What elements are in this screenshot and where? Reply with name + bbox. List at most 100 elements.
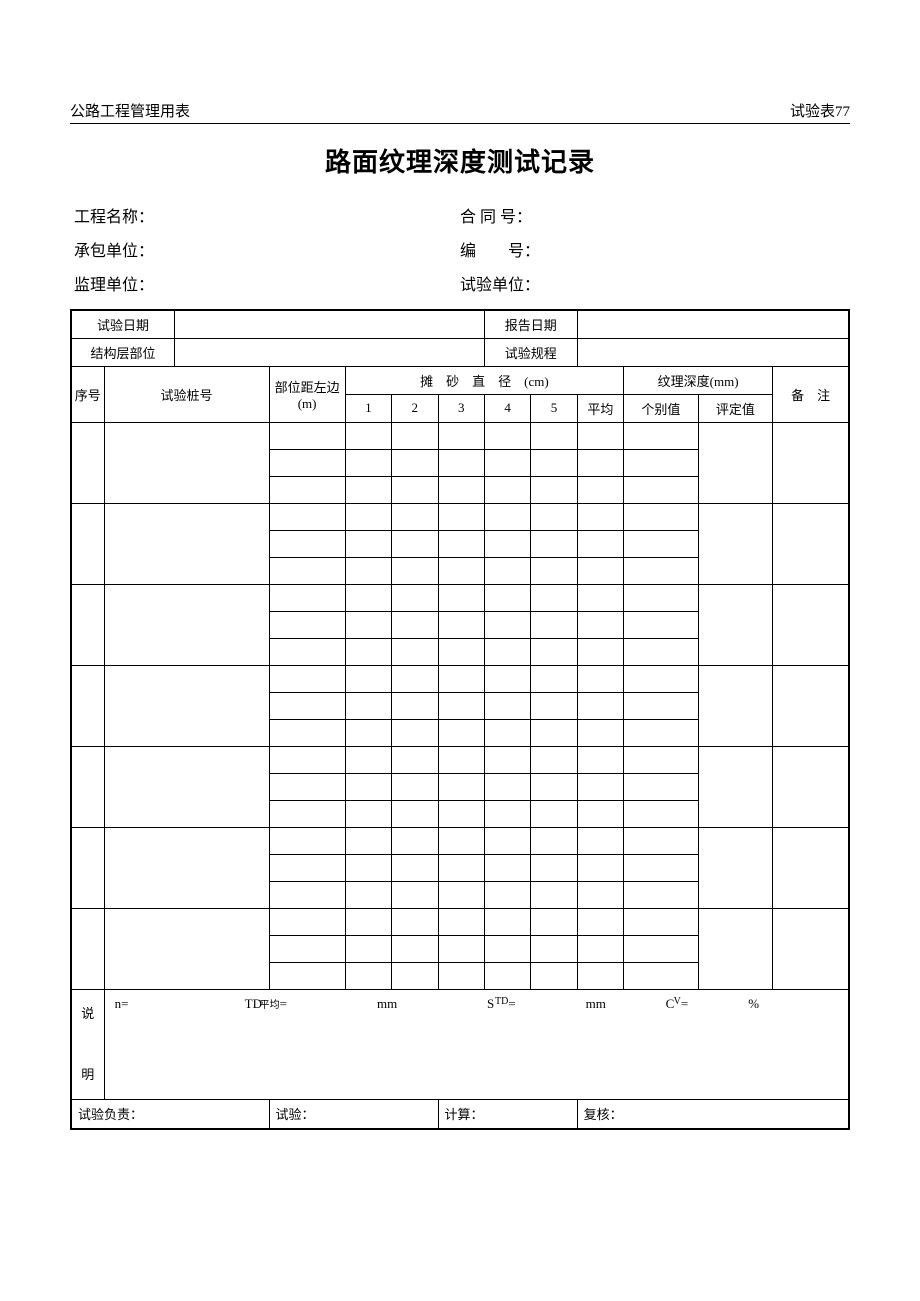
cell-dist <box>269 746 345 773</box>
hdr-report-date: 报告日期 <box>484 310 577 338</box>
cell-dist <box>269 854 345 881</box>
cell-indiv <box>624 476 699 503</box>
cell-pile <box>104 827 269 908</box>
hdr-test-date: 试验日期 <box>71 310 175 338</box>
cell-dist <box>269 449 345 476</box>
hdr-test-spec: 试验规程 <box>484 338 577 366</box>
sig-test: 试验： <box>269 1099 438 1129</box>
cell-indiv <box>624 557 699 584</box>
cell-indiv <box>624 422 699 449</box>
cell-dist <box>269 692 345 719</box>
cell-seq <box>71 746 104 827</box>
hdr-c1: 1 <box>345 394 391 422</box>
cell-dist <box>269 503 345 530</box>
hdr-c5: 5 <box>531 394 577 422</box>
cell-dist <box>269 773 345 800</box>
cell-eval <box>698 908 773 989</box>
cell-remarks <box>773 503 849 584</box>
cell-dist <box>269 800 345 827</box>
cell-pile <box>104 908 269 989</box>
cell-dist <box>269 665 345 692</box>
cell-dist <box>269 881 345 908</box>
cell-indiv <box>624 773 699 800</box>
topbar-right: 试验表77 <box>790 100 850 121</box>
cell-indiv <box>624 719 699 746</box>
cell-eval <box>698 503 773 584</box>
meta-grid: 工程名称： 合 同 号： 承包单位： 编 号： 监理单位： 试验单位： <box>70 203 850 295</box>
cell-seq <box>71 584 104 665</box>
hdr-eval: 评定值 <box>698 394 773 422</box>
cell-dist <box>269 530 345 557</box>
hdr-dist: 部位距左边(m) <box>269 366 345 422</box>
cell-seq <box>71 827 104 908</box>
hdr-seq: 序号 <box>71 366 104 422</box>
cell-dist <box>269 908 345 935</box>
cell-remarks <box>773 665 849 746</box>
cell-dist <box>269 422 345 449</box>
hdr-sand-diameter: 摊 砂 直 径 (cm) <box>345 366 623 394</box>
meta-contractor-label: 承包单位： <box>74 237 154 261</box>
cell-eval <box>698 422 773 503</box>
cell-pile <box>104 746 269 827</box>
cell-remarks <box>773 746 849 827</box>
cell-dist <box>269 611 345 638</box>
notes-body: n= TD平均= mm STD= mm CV= % <box>104 989 849 1099</box>
cell-pile <box>104 422 269 503</box>
cell-indiv <box>624 800 699 827</box>
cell-test-date-val <box>175 310 485 338</box>
cell-pile <box>104 503 269 584</box>
cell-indiv <box>624 827 699 854</box>
notes-label: 说 明 <box>71 989 104 1099</box>
meta-serial-label: 编 号： <box>460 237 540 261</box>
cell-dist <box>269 935 345 962</box>
cell-eval <box>698 746 773 827</box>
table-row <box>71 422 849 449</box>
meta-contract-label: 合 同 号： <box>460 203 532 227</box>
hdr-struct-layer: 结构层部位 <box>71 338 175 366</box>
cell-dist <box>269 719 345 746</box>
cell-eval <box>698 827 773 908</box>
meta-project-label: 工程名称： <box>74 203 154 227</box>
cell-remarks <box>773 908 849 989</box>
cell-indiv <box>624 962 699 989</box>
cell-eval <box>698 665 773 746</box>
table-row <box>71 584 849 611</box>
cell-report-date-val <box>577 310 849 338</box>
hdr-c4: 4 <box>484 394 530 422</box>
cell-indiv <box>624 935 699 962</box>
cell-indiv <box>624 746 699 773</box>
sig-review: 复核： <box>577 1099 849 1129</box>
cell-indiv <box>624 638 699 665</box>
main-table: 试验日期 报告日期 结构层部位 试验规程 序号 试验桩号 部位距左边(m) 摊 … <box>70 309 850 1130</box>
cell-dist <box>269 638 345 665</box>
cell-dist <box>269 584 345 611</box>
cell-eval <box>698 584 773 665</box>
page-title: 路面纹理深度测试记录 <box>70 142 850 179</box>
hdr-avg: 平均 <box>577 394 623 422</box>
cell-indiv <box>624 854 699 881</box>
table-row <box>71 665 849 692</box>
cell-dist <box>269 476 345 503</box>
meta-testunit-label: 试验单位： <box>460 271 540 295</box>
cell-pile <box>104 584 269 665</box>
sig-lead: 试验负责： <box>71 1099 269 1129</box>
cell-indiv <box>624 908 699 935</box>
table-row <box>71 503 849 530</box>
table-row <box>71 908 849 935</box>
sig-calc: 计算： <box>438 1099 577 1129</box>
hdr-c2: 2 <box>392 394 438 422</box>
cell-remarks <box>773 584 849 665</box>
cell-struct-layer-val <box>175 338 485 366</box>
cell-indiv <box>624 584 699 611</box>
cell-remarks <box>773 422 849 503</box>
cell-indiv <box>624 530 699 557</box>
cell-dist <box>269 557 345 584</box>
cell-dist <box>269 827 345 854</box>
topbar-left: 公路工程管理用表 <box>70 100 190 121</box>
hdr-indiv: 个别值 <box>624 394 699 422</box>
cell-indiv <box>624 503 699 530</box>
cell-dist <box>269 962 345 989</box>
hdr-remarks: 备 注 <box>773 366 849 422</box>
table-row <box>71 827 849 854</box>
cell-seq <box>71 908 104 989</box>
